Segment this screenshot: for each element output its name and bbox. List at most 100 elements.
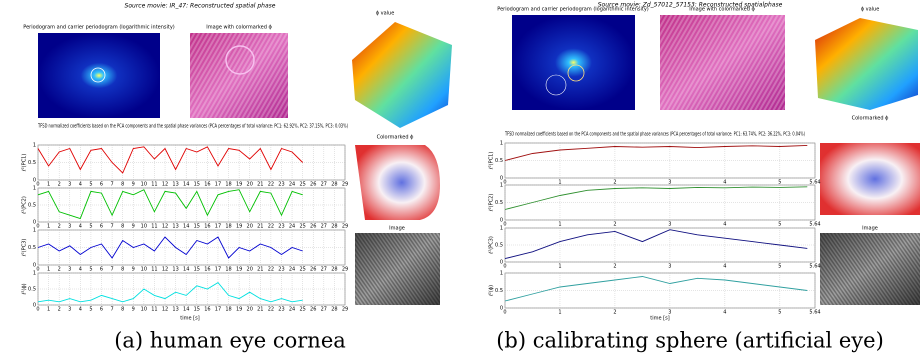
x-tick-label: 17 <box>215 307 221 313</box>
series-line <box>504 229 808 260</box>
x-tick-label: 1 <box>558 310 561 316</box>
x-tick-label: 6 <box>100 307 103 313</box>
x-axis-label: time [s] <box>650 316 669 322</box>
x-tick-label: 28 <box>331 307 337 313</box>
x-tick-label: 0 <box>503 310 506 316</box>
image2-label: Image <box>389 226 405 232</box>
x-tick-label: 2 <box>613 310 616 316</box>
x-tick-label: 10 <box>141 182 147 188</box>
x-tick-label: 12 <box>162 182 168 188</box>
x-tick-label: 15 <box>194 307 200 313</box>
x-tick-label: 9 <box>132 307 135 313</box>
x-tick-label: 5 <box>89 224 92 230</box>
y-tick-label: 0 <box>500 176 503 182</box>
figure-title: Source movie: Zd_57012_57153: Reconstruc… <box>598 2 783 9</box>
x-tick-label: 11 <box>151 267 157 273</box>
x-tick-label: 29 <box>342 182 348 188</box>
y-tick-label: 0.5 <box>28 245 36 251</box>
x-tick-label: 27 <box>321 307 327 313</box>
x-tick-label: 18 <box>225 307 231 313</box>
x-tick-label: 0 <box>36 182 39 188</box>
x-tick-label: 3 <box>668 264 671 270</box>
x-tick-label: 20 <box>247 307 253 313</box>
y-tick-label: 0 <box>500 306 503 312</box>
x-tick-label: 25 <box>299 267 305 273</box>
x-tick-label: 22 <box>268 182 274 188</box>
x-tick-label: 4 <box>79 182 82 188</box>
series-line <box>37 146 304 174</box>
y-tick-label: 0.5 <box>495 243 503 249</box>
x-tick-label: 23 <box>278 267 284 273</box>
plot-frame <box>37 144 346 181</box>
x-tick-label: 14 <box>183 307 189 313</box>
x-tick-label: 4 <box>723 180 726 186</box>
x-tick-label: 19 <box>236 182 242 188</box>
x-tick-label: 6 <box>100 267 103 273</box>
x-tick-label: 6 <box>100 182 103 188</box>
image-label: Image with colormarked ϕ <box>689 7 755 13</box>
x-tick-label: 8 <box>121 267 124 273</box>
x-tick-label: 11 <box>151 224 157 230</box>
colormarked-image <box>820 143 920 215</box>
x-tick-label: 2 <box>613 180 616 186</box>
y-tick-label: 1 <box>33 271 36 277</box>
x-tick-label: 7 <box>111 307 114 313</box>
x-tick-label: 19 <box>236 224 242 230</box>
x-tick-label: 2 <box>58 224 61 230</box>
y-tick-label: 0 <box>500 218 503 224</box>
x-tick-label: 18 <box>225 224 231 230</box>
periodogram-label: Periodogram and carrier periodogram (log… <box>23 25 175 31</box>
x-tick-label: 20 <box>247 224 253 230</box>
x-tick-label: 24 <box>289 307 295 313</box>
x-tick-label: 3 <box>68 224 71 230</box>
x-tick-label: 9 <box>132 182 135 188</box>
y-axis-label: ℓ²(PC2) <box>22 196 28 215</box>
x-tick-label: 15 <box>194 224 200 230</box>
y-tick-label: 0 <box>33 178 36 184</box>
x-tick-label: 4 <box>723 222 726 228</box>
periodogram-marker <box>567 64 585 82</box>
periodogram-marker <box>545 74 567 96</box>
x-tick-label: 7 <box>111 224 114 230</box>
phase-image-fringes <box>190 33 288 118</box>
x-tick-label: 20 <box>247 267 253 273</box>
x-tick-label: 16 <box>204 182 210 188</box>
y-tick-label: 1 <box>33 186 36 192</box>
x-tick-label: 3 <box>668 222 671 228</box>
x-tick-label: 13 <box>172 267 178 273</box>
surface-plot <box>352 22 452 128</box>
x-axis-label: time [s] <box>180 316 199 322</box>
x-tick-label: 3 <box>68 307 71 313</box>
surface-plot <box>815 18 918 110</box>
x-tick-label: 5 <box>89 307 92 313</box>
y-tick-label: 1 <box>500 226 503 232</box>
x-tick-label: 10 <box>141 267 147 273</box>
x-tick-label: 0 <box>36 307 39 313</box>
x-tick-label: 16 <box>204 267 210 273</box>
x-tick-label: 21 <box>257 224 263 230</box>
phi-label: ϕ value <box>376 11 395 17</box>
y-tick-label: 0.5 <box>28 203 36 209</box>
series-line <box>504 144 808 161</box>
phi-label: ϕ value <box>861 7 880 13</box>
camera-image-fringes <box>355 233 440 305</box>
x-tick-label: 27 <box>321 224 327 230</box>
x-tick-label: 15 <box>194 267 200 273</box>
x-tick-label: 0 <box>503 180 506 186</box>
x-tick-label: 5.64 <box>809 180 820 186</box>
camera-image-fringes <box>820 233 920 305</box>
x-tick-label: 1 <box>558 180 561 186</box>
x-tick-label: 25 <box>299 182 305 188</box>
colormarked-label: Colormarked ϕ <box>377 135 415 141</box>
x-tick-label: 13 <box>172 307 178 313</box>
y-tick-label: 0.5 <box>28 160 36 166</box>
x-tick-label: 5 <box>778 222 781 228</box>
x-tick-label: 27 <box>321 182 327 188</box>
x-tick-label: 24 <box>289 182 295 188</box>
x-tick-label: 1 <box>558 264 561 270</box>
x-tick-label: 28 <box>331 224 337 230</box>
periodogram-label: Periodogram and carrier periodogram (log… <box>497 7 649 13</box>
y-tick-label: 0 <box>33 263 36 269</box>
periodogram-image <box>512 15 635 110</box>
